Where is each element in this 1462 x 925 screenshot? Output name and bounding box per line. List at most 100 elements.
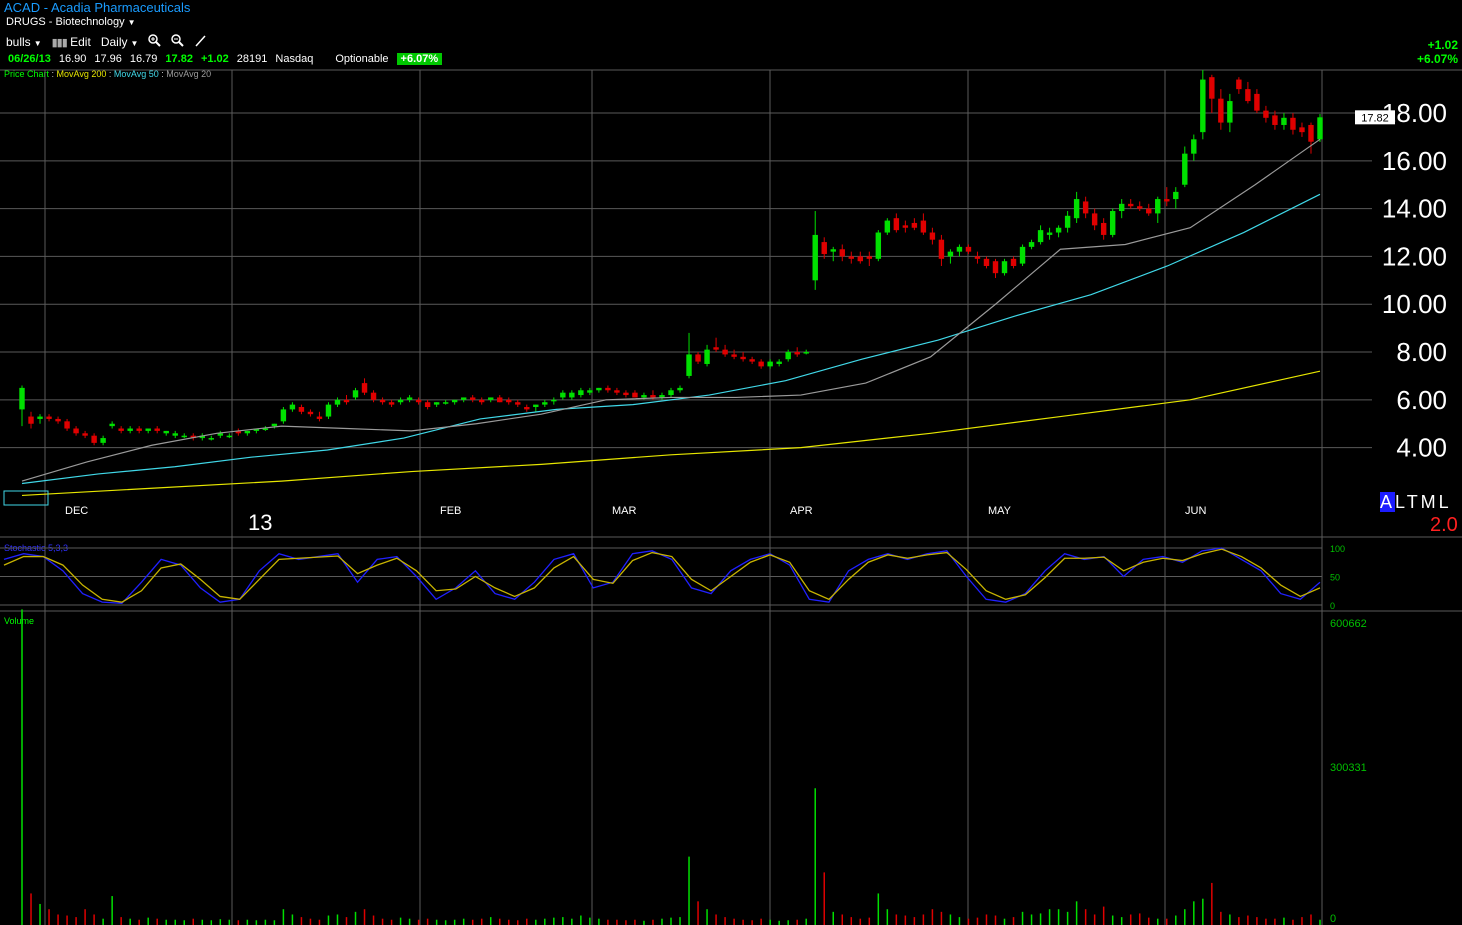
candle-body (181, 435, 187, 438)
candle-body (64, 421, 70, 429)
candle-body (28, 416, 34, 424)
month-label: APR (790, 505, 813, 517)
draw-pen-icon[interactable] (194, 34, 207, 50)
candle-body (893, 218, 900, 231)
candle-body (1317, 117, 1323, 140)
candle-body (226, 435, 233, 438)
candle-body (668, 390, 674, 396)
change-summary: +1.02 +6.07% (1417, 38, 1458, 66)
edit-button[interactable]: ▮▮▮ Edit (52, 35, 91, 49)
candle-body (776, 361, 782, 364)
candle-body (695, 354, 701, 362)
candle-body (1236, 79, 1242, 90)
quote-low: 16.79 (129, 53, 158, 65)
candle-body (100, 438, 106, 443)
candle-body (641, 395, 647, 398)
legend-ma50: MovAvg 50 (113, 69, 159, 79)
candle-body (1227, 101, 1233, 123)
candle-body (388, 402, 395, 405)
candle-body (1064, 215, 1071, 228)
candle-body (974, 256, 981, 259)
candle-body (497, 397, 503, 403)
candle-body (1118, 203, 1125, 212)
list-selector[interactable]: bulls ▼ (6, 35, 42, 49)
candle-body (1146, 208, 1152, 214)
candle-body (1200, 79, 1206, 133)
candle-body (289, 404, 296, 410)
candle-body (839, 249, 845, 257)
zoom-in-icon[interactable] (148, 34, 162, 50)
candle-body (650, 395, 656, 398)
list-label: bulls (6, 35, 31, 49)
candle-body (1001, 261, 1008, 274)
candle-body (298, 407, 305, 412)
quote-volume: 28191 (236, 53, 268, 65)
quote-close: 17.82 (165, 53, 193, 65)
legend-price-chart: Price Chart (4, 69, 50, 79)
period-selector[interactable]: Daily ▼ (101, 35, 139, 49)
candle-body (235, 430, 242, 434)
candle-body (1281, 117, 1287, 125)
candle-body (1245, 89, 1251, 102)
candle-body (352, 390, 359, 398)
candle-body (686, 354, 692, 376)
candle-body (731, 354, 737, 357)
start-marker (3, 490, 49, 506)
candle-body (1028, 242, 1035, 247)
bar-chart-icon: ▮▮▮ (51, 37, 68, 49)
quote-date: 06/26/13 (8, 53, 51, 65)
price-tick-label: 16.00 (1382, 146, 1447, 176)
candle-body (821, 242, 827, 255)
candle-body (244, 430, 251, 434)
candle-body (911, 222, 918, 228)
quote-change: +1.02 (200, 53, 229, 65)
candle-body (1272, 115, 1278, 125)
candle-body (884, 220, 891, 233)
legend-ma20: MovAvg 20 (166, 69, 212, 79)
stochastic-tick-label: 50 (1330, 573, 1340, 583)
candle-body (316, 416, 323, 419)
stochastic-tick-label: 100 (1330, 544, 1345, 554)
candle-body (1254, 93, 1260, 111)
price-tick-label: 10.00 (1382, 289, 1447, 319)
candle-body (875, 232, 882, 259)
candle-body (451, 399, 458, 403)
candle-body (82, 433, 88, 436)
candle-body (433, 402, 440, 405)
candle-body (1182, 153, 1188, 185)
candle-body (767, 361, 773, 367)
candle-body (145, 428, 151, 431)
change-top-pct: +6.07% (1416, 52, 1458, 66)
candle-body (1055, 227, 1062, 233)
zoom-out-icon[interactable] (171, 34, 185, 50)
candle-body (1137, 206, 1143, 209)
quote-exchange: Nasdaq (275, 53, 314, 65)
sector-selector[interactable]: DRUGS - Biotechnology ▼ (6, 16, 136, 28)
candle-body (857, 256, 863, 262)
candle-body (551, 399, 557, 402)
chevron-down-icon: ▼ (130, 39, 139, 48)
candle-body (965, 246, 972, 252)
candle-body (172, 433, 178, 436)
legend-ma200: MovAvg 200 (56, 69, 107, 79)
candle-body (1109, 211, 1116, 235)
candle-body (677, 387, 683, 391)
candle-body (1308, 124, 1314, 142)
candle-body (515, 402, 521, 405)
candle-body (542, 402, 548, 405)
candle-body (217, 433, 224, 436)
candle-body (370, 392, 377, 400)
candle-body (848, 256, 854, 259)
candle-body (19, 387, 25, 410)
candle-body (785, 352, 791, 360)
price-tick-label: 14.00 (1382, 194, 1447, 224)
candle-body (506, 399, 512, 403)
candle-body (947, 251, 954, 257)
candle-body (1173, 191, 1179, 200)
volume-tick-label: 0 (1330, 913, 1336, 925)
candle-body (127, 428, 133, 431)
altml-indicator: ALTML (1380, 492, 1452, 513)
quote-high: 17.96 (94, 53, 122, 65)
candle-body (271, 423, 278, 427)
